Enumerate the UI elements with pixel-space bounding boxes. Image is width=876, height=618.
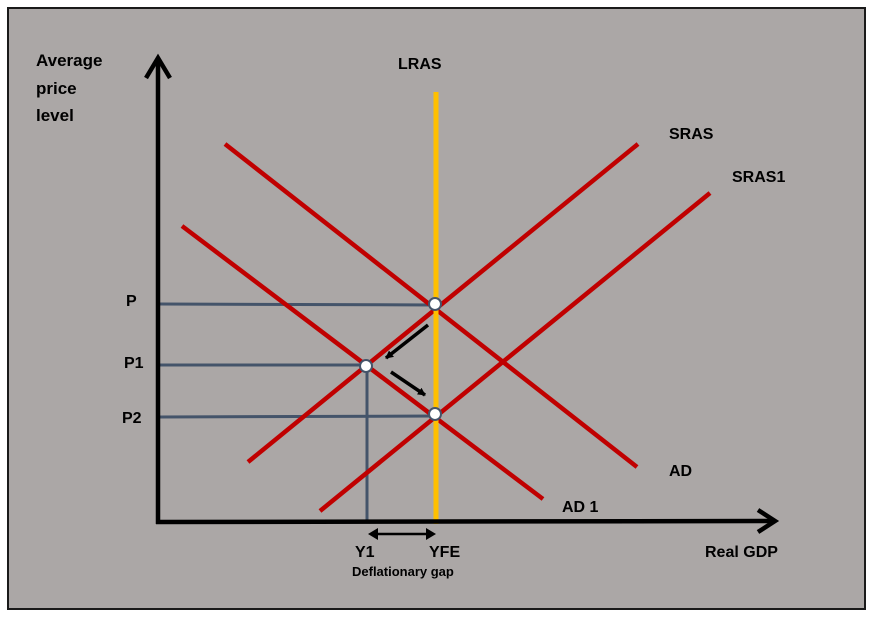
p-label: P — [126, 293, 137, 310]
y-axis-arrowhead — [144, 53, 172, 80]
p2-guide-line — [159, 414, 436, 419]
sras1-label: SRAS1 — [732, 169, 785, 186]
x-axis — [155, 518, 773, 525]
arrow-to-p1 — [384, 323, 430, 360]
x-axis-arrowhead — [756, 508, 780, 534]
gap-arrowhead-right — [426, 528, 436, 540]
ad1-label: AD 1 — [562, 499, 599, 516]
p-guide-line — [159, 302, 436, 307]
gap-arrowhead-left — [368, 528, 378, 540]
x-axis-label: Real GDP — [705, 544, 778, 561]
equilibrium-point-p — [428, 297, 442, 311]
y-axis-label-line3: level — [36, 106, 74, 125]
equilibrium-point-p1 — [359, 359, 373, 373]
p2-label: P2 — [122, 410, 142, 427]
p1-label: P1 — [124, 355, 144, 372]
y-axis-label-line2: price — [36, 79, 77, 98]
ad-label: AD — [669, 463, 692, 480]
equilibrium-point-p2 — [428, 407, 442, 421]
arrow-to-p2 — [390, 370, 426, 397]
sras1-curve — [318, 191, 712, 513]
sras-curve — [246, 142, 640, 464]
deflationary-gap-label: Deflationary gap — [352, 564, 454, 579]
yfe-label: YFE — [429, 544, 460, 561]
y1-label: Y1 — [355, 544, 375, 561]
sras-label: SRAS — [669, 126, 714, 143]
lras-label: LRAS — [398, 56, 442, 73]
y-axis-label-line1: Average — [36, 51, 102, 70]
